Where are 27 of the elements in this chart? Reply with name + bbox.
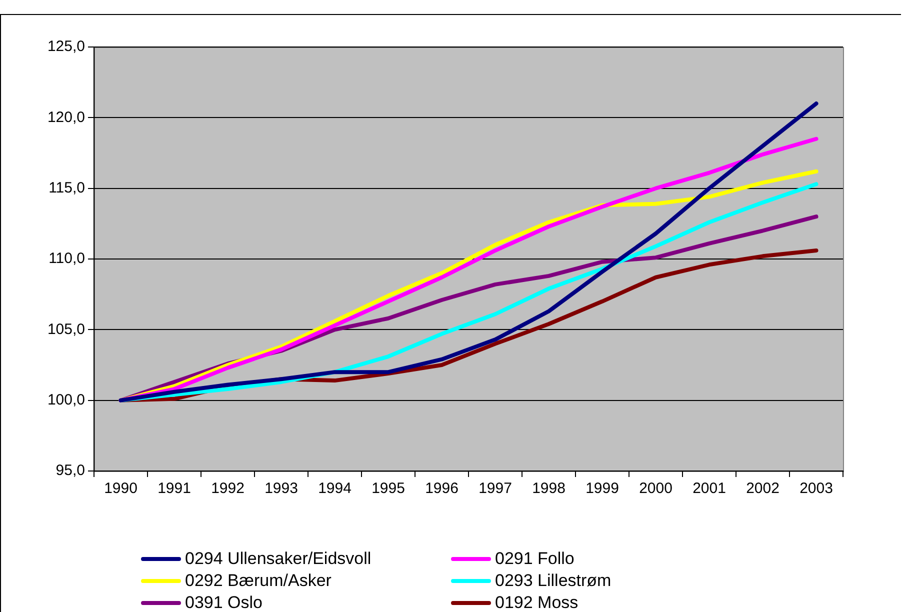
y-tick-label: 105,0 — [47, 320, 85, 338]
x-tick-label: 2002 — [746, 480, 780, 498]
legend-label: 0293 Lillestrøm — [495, 570, 612, 592]
y-tick-label: 95,0 — [56, 462, 85, 480]
x-tick-label: 2001 — [692, 480, 726, 498]
x-tick-label: 1999 — [586, 480, 619, 498]
legend-label: 0294 Ullensaker/Eidsvoll — [185, 548, 372, 570]
x-tick-label: 2003 — [800, 480, 833, 498]
x-tick-label: 1990 — [104, 480, 138, 498]
x-tick-label: 1994 — [318, 480, 352, 498]
x-tick-label: 1991 — [158, 480, 191, 498]
x-tick-label: 1996 — [425, 480, 458, 498]
x-tick-label: 1995 — [372, 480, 405, 498]
x-tick-label: 1993 — [264, 480, 298, 498]
legend-label: 0292 Bærum/Asker — [185, 570, 332, 592]
y-tick-label: 110,0 — [48, 250, 85, 268]
y-tick-label: 100,0 — [47, 391, 85, 408]
y-tick-label: 115,0 — [48, 179, 85, 196]
x-tick-label: 1997 — [478, 480, 512, 498]
x-tick-label: 1998 — [532, 480, 566, 498]
legend-label: 0391 Oslo — [185, 592, 262, 612]
y-tick-label: 120,0 — [47, 108, 85, 126]
x-tick-label: 2000 — [639, 480, 672, 498]
legend-label: 0192 Moss — [495, 592, 578, 612]
x-tick-label: 1992 — [211, 480, 244, 498]
y-tick-label: 125,0 — [47, 38, 85, 56]
legend-label: 0291 Follo — [495, 548, 574, 570]
